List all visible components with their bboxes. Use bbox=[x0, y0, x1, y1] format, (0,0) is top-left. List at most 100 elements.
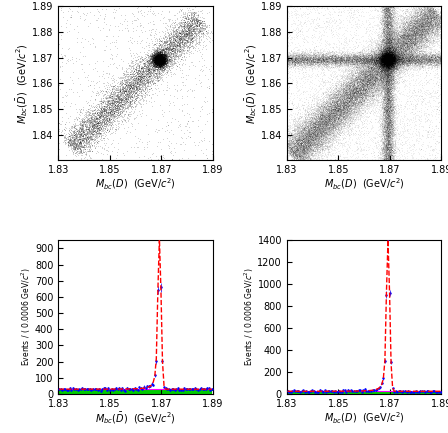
Point bbox=[346, 65, 353, 71]
Point bbox=[352, 53, 359, 60]
Point bbox=[388, 54, 395, 61]
Point bbox=[349, 61, 357, 68]
Point bbox=[87, 115, 94, 122]
Point bbox=[401, 39, 408, 46]
Point bbox=[389, 10, 396, 17]
Point bbox=[335, 71, 342, 78]
Point bbox=[69, 137, 76, 144]
Point bbox=[307, 55, 314, 62]
Point bbox=[366, 97, 373, 104]
Point bbox=[362, 70, 369, 77]
Point bbox=[392, 52, 400, 59]
Point bbox=[160, 51, 167, 58]
Point bbox=[386, 45, 393, 52]
Point bbox=[394, 29, 401, 36]
Point bbox=[167, 50, 174, 57]
Point bbox=[387, 53, 394, 60]
Point bbox=[421, 60, 428, 67]
Point bbox=[155, 60, 162, 67]
Point bbox=[422, 38, 429, 45]
Point bbox=[394, 40, 401, 47]
Point bbox=[380, 52, 387, 59]
Point bbox=[383, 45, 390, 52]
Point bbox=[418, 37, 425, 44]
Point bbox=[379, 60, 386, 67]
Point bbox=[385, 71, 392, 78]
Point bbox=[387, 96, 394, 103]
Point bbox=[433, 62, 440, 69]
Point bbox=[390, 55, 397, 62]
Point bbox=[383, 44, 390, 51]
Point bbox=[159, 51, 166, 58]
Point bbox=[383, 60, 390, 67]
Point bbox=[392, 133, 400, 140]
Point bbox=[389, 66, 396, 73]
Point bbox=[363, 110, 370, 116]
Point bbox=[310, 139, 317, 145]
Point bbox=[132, 74, 139, 81]
Point bbox=[385, 56, 392, 63]
Point bbox=[300, 150, 307, 157]
Point bbox=[363, 74, 370, 81]
Point bbox=[393, 18, 400, 25]
Point bbox=[387, 111, 394, 118]
Point bbox=[372, 93, 379, 100]
Point bbox=[371, 74, 378, 81]
Point bbox=[90, 123, 98, 130]
Point bbox=[404, 51, 411, 58]
Point bbox=[410, 18, 418, 25]
Point bbox=[409, 19, 416, 26]
Point bbox=[415, 79, 422, 86]
Point bbox=[181, 19, 189, 26]
Point bbox=[385, 76, 392, 83]
Point bbox=[389, 55, 396, 62]
Point bbox=[392, 37, 399, 44]
Point bbox=[179, 36, 186, 43]
Point bbox=[373, 58, 380, 65]
Point bbox=[395, 55, 402, 61]
Point bbox=[391, 63, 398, 70]
Point bbox=[59, 127, 66, 134]
Point bbox=[345, 38, 353, 45]
Point bbox=[404, 62, 411, 69]
Point bbox=[312, 150, 319, 157]
Point bbox=[321, 126, 328, 133]
Point bbox=[421, 53, 428, 60]
Point bbox=[347, 91, 354, 98]
Point bbox=[379, 63, 387, 70]
Point bbox=[377, 137, 384, 144]
Point bbox=[372, 79, 379, 86]
Point bbox=[357, 21, 364, 28]
Point bbox=[434, 63, 441, 70]
Point bbox=[313, 55, 320, 62]
Point bbox=[369, 60, 376, 67]
Point bbox=[414, 41, 421, 48]
Point bbox=[326, 116, 333, 123]
Point bbox=[358, 87, 366, 94]
Point bbox=[380, 59, 388, 66]
Point bbox=[90, 36, 97, 42]
Point bbox=[292, 136, 299, 142]
Point bbox=[146, 50, 154, 57]
Point bbox=[325, 142, 332, 149]
Point bbox=[361, 85, 368, 92]
Point bbox=[318, 55, 325, 62]
Point bbox=[303, 123, 310, 129]
Point bbox=[359, 81, 366, 88]
Point bbox=[401, 33, 408, 40]
Point bbox=[394, 145, 401, 152]
Point bbox=[306, 154, 313, 161]
Point bbox=[385, 116, 392, 123]
Point bbox=[299, 60, 306, 67]
Point bbox=[400, 20, 407, 27]
Point bbox=[388, 131, 395, 138]
Point bbox=[396, 57, 403, 64]
Point bbox=[334, 116, 341, 123]
Point bbox=[374, 54, 381, 61]
Point bbox=[178, 49, 185, 56]
Point bbox=[179, 33, 186, 40]
Point bbox=[355, 99, 362, 106]
Point bbox=[395, 138, 402, 145]
Point bbox=[330, 53, 337, 60]
Point bbox=[130, 88, 138, 95]
